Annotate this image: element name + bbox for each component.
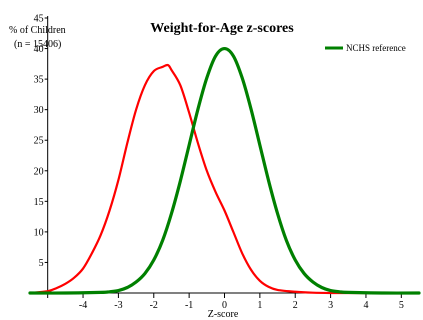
- x-tick-label: -2: [150, 300, 158, 311]
- x-tick-label: 3: [328, 300, 333, 311]
- x-tick-label: 5: [399, 300, 404, 311]
- sample-size-note: (n = 15406): [14, 39, 61, 50]
- legend: NCHS reference: [325, 43, 406, 53]
- y-tick-label: 35: [34, 75, 44, 86]
- y-tick-label: 5: [39, 258, 44, 269]
- y-tick-label: 15: [34, 197, 44, 208]
- sample-distribution-line: [28, 63, 421, 295]
- x-axis-label: Z-score: [208, 309, 239, 320]
- x-tick-label: -3: [114, 300, 122, 311]
- y-tick-label: 40: [34, 44, 44, 55]
- y-tick-label: 10: [34, 227, 44, 238]
- x-tick-label: -4: [79, 300, 87, 311]
- chart-title: Weight-for-Age z-scores: [150, 21, 294, 36]
- x-tick-label: 2: [293, 300, 298, 311]
- nchs-reference-line: [28, 46, 421, 295]
- series-group: [28, 46, 421, 295]
- y-tick-label: 25: [34, 136, 44, 147]
- legend-label-nchs: NCHS reference: [346, 43, 406, 53]
- x-tick-label: 4: [363, 300, 368, 311]
- x-tick-label: 1: [257, 300, 262, 311]
- y-tick-label: 45: [34, 14, 44, 25]
- x-tick-label: -1: [185, 300, 193, 311]
- x-tick-label: 0: [222, 300, 227, 311]
- y-axis-label: % of Children: [9, 25, 66, 36]
- y-tick-label: 30: [34, 105, 44, 116]
- y-tick-label: 20: [34, 166, 44, 177]
